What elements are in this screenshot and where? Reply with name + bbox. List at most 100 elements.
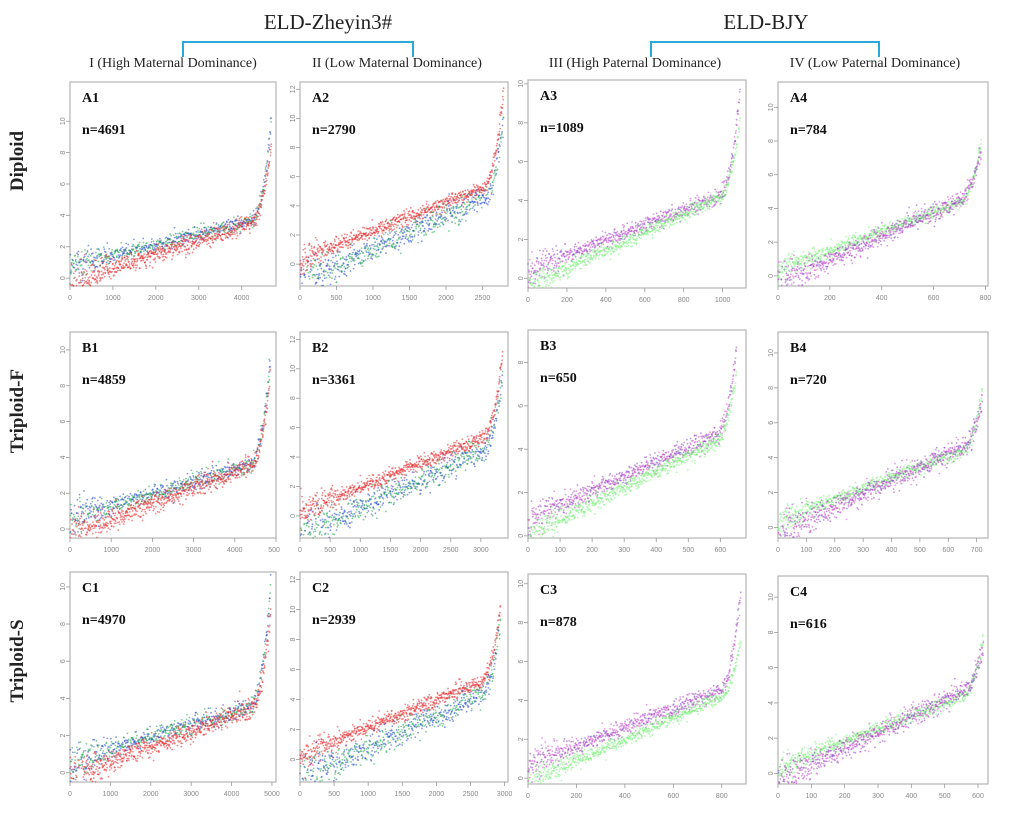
data-point <box>239 230 242 233</box>
data-point <box>581 256 583 259</box>
data-point <box>149 261 151 264</box>
data-point <box>265 179 268 182</box>
data-point <box>422 204 424 207</box>
data-point <box>785 280 787 282</box>
data-point <box>558 258 561 260</box>
data-point <box>480 196 483 199</box>
data-point <box>141 245 144 248</box>
data-point <box>136 264 138 267</box>
data-point <box>156 239 159 242</box>
data-point <box>162 253 165 256</box>
data-point <box>564 270 567 272</box>
data-point <box>322 249 325 252</box>
data-point <box>623 225 625 227</box>
data-point <box>198 241 200 244</box>
data-point <box>452 207 455 210</box>
data-point <box>478 187 480 189</box>
data-point <box>550 255 553 258</box>
y-tick-label: 10 <box>290 114 297 122</box>
data-point <box>701 201 703 204</box>
data-point <box>134 264 137 266</box>
data-point <box>830 247 833 250</box>
data-point <box>787 253 790 256</box>
data-point <box>528 282 531 285</box>
data-point <box>586 250 589 253</box>
data-point <box>619 235 622 238</box>
data-point <box>159 248 162 251</box>
data-point <box>673 215 676 217</box>
data-point <box>318 272 321 275</box>
data-point <box>795 275 797 278</box>
data-point <box>638 237 641 239</box>
data-point <box>737 127 740 130</box>
data-point <box>669 224 672 226</box>
data-point <box>798 258 800 261</box>
data-point <box>554 256 556 259</box>
data-point <box>405 234 408 236</box>
data-point <box>376 245 379 248</box>
data-point <box>413 234 416 237</box>
data-point <box>336 262 339 265</box>
data-point <box>557 275 560 278</box>
data-point <box>143 256 145 259</box>
data-point <box>662 211 665 214</box>
data-point <box>592 239 595 242</box>
data-point <box>104 265 107 268</box>
data-point <box>103 268 106 271</box>
data-point <box>300 266 303 269</box>
data-point <box>152 246 154 248</box>
data-point <box>356 252 358 255</box>
data-point <box>196 242 199 245</box>
data-point <box>548 284 550 287</box>
panel-A4: 0 200 400 600 800 0 2 4 6 8 10 A4 n=784 <box>760 78 992 312</box>
data-point <box>573 254 576 256</box>
data-point <box>573 245 576 248</box>
data-point <box>461 210 464 213</box>
data-point <box>382 247 384 250</box>
data-point <box>450 211 452 213</box>
data-point <box>604 250 607 253</box>
data-point <box>334 275 337 278</box>
data-point <box>706 205 709 208</box>
data-point <box>431 231 434 234</box>
data-point <box>569 270 572 273</box>
data-point <box>734 132 737 134</box>
data-point <box>252 224 255 226</box>
data-point <box>649 218 652 221</box>
data-point <box>385 218 388 221</box>
data-point <box>470 192 473 195</box>
data-point <box>361 261 364 264</box>
data-point <box>246 218 249 221</box>
data-point <box>77 250 80 253</box>
data-point <box>689 197 692 200</box>
data-point <box>357 234 360 237</box>
data-point <box>102 272 105 274</box>
data-point <box>154 261 157 263</box>
data-point <box>321 248 324 250</box>
data-point <box>103 275 106 278</box>
data-point <box>257 215 259 218</box>
data-point <box>142 255 144 257</box>
data-point <box>618 237 621 240</box>
data-point <box>704 196 706 199</box>
data-point <box>217 235 219 238</box>
data-point <box>600 246 602 249</box>
data-point <box>415 225 417 228</box>
data-point <box>257 207 260 209</box>
data-point <box>441 211 444 214</box>
data-point <box>237 226 240 229</box>
data-point <box>446 197 449 200</box>
data-point <box>324 258 327 261</box>
data-point <box>653 217 656 220</box>
data-point <box>738 119 741 122</box>
data-point <box>834 245 836 248</box>
data-point <box>240 219 243 222</box>
data-point <box>493 159 496 162</box>
data-point <box>142 248 144 250</box>
data-point <box>156 252 159 255</box>
data-point <box>430 219 432 222</box>
data-point <box>351 244 354 247</box>
data-point <box>703 206 705 209</box>
data-point <box>422 225 425 228</box>
data-point <box>485 202 488 205</box>
